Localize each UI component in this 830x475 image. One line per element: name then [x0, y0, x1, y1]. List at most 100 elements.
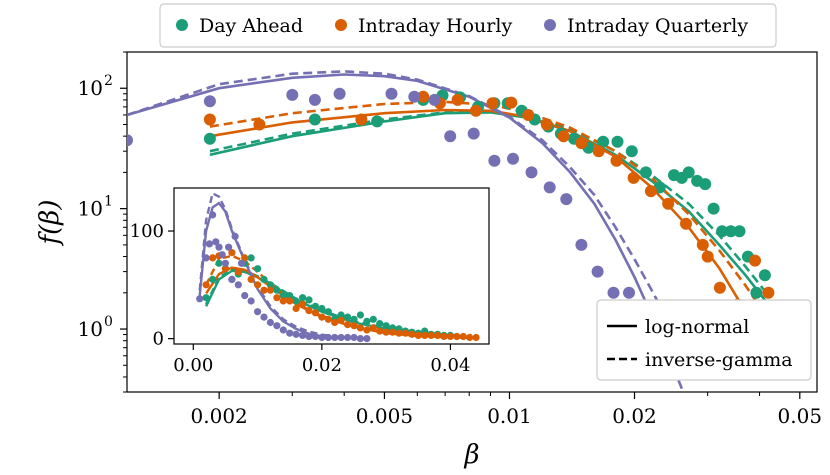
- inset-point-day-ahead: [337, 311, 345, 319]
- inset-point-intraday-quarterly: [218, 251, 226, 259]
- inset-point-intraday-quarterly: [331, 333, 339, 342]
- inset-point-day-ahead: [273, 286, 281, 294]
- point-intraday-quarterly: [408, 90, 421, 103]
- inset-point-intraday-quarterly: [254, 308, 262, 316]
- point-intraday-quarterly: [333, 87, 346, 100]
- point-intraday-quarterly: [591, 265, 604, 278]
- inset-point-day-ahead: [311, 302, 319, 310]
- y-tick-label: 10: [78, 76, 103, 100]
- inset-point-day-ahead: [344, 313, 352, 321]
- inset-point-intraday-hourly: [356, 324, 364, 332]
- legend-label-intraday-hourly: Intraday Hourly: [358, 15, 512, 37]
- inset-point-intraday-hourly: [395, 329, 403, 337]
- y-tick-label: 10: [78, 197, 103, 221]
- inset-point-day-ahead: [305, 296, 313, 304]
- series-legend-box: [159, 3, 777, 48]
- x-tick-label: 0.005: [356, 404, 413, 428]
- point-intraday-hourly: [355, 113, 368, 126]
- inset-point-intraday-hourly: [279, 297, 287, 305]
- inset-point-intraday-hourly: [376, 327, 384, 335]
- inset-point-intraday-hourly: [260, 286, 268, 294]
- inset-point-day-ahead: [318, 304, 326, 313]
- point-day-ahead: [758, 269, 771, 282]
- inset-point-intraday-hourly: [292, 304, 300, 313]
- inset-point-day-ahead: [202, 294, 210, 302]
- legend-label-lognormal: log-normal: [645, 316, 749, 338]
- inset-point-day-ahead: [247, 254, 255, 262]
- point-intraday-quarterly: [286, 88, 299, 101]
- inset-point-intraday-quarterly: [318, 333, 326, 342]
- inset-point-day-ahead: [376, 320, 384, 328]
- point-intraday-hourly: [557, 130, 570, 143]
- inset-point-intraday-hourly: [369, 324, 377, 332]
- point-intraday-hourly: [696, 238, 709, 251]
- point-day-ahead: [707, 202, 720, 215]
- inset-y-tick-label: 0: [153, 329, 164, 350]
- inset-point-intraday-quarterly: [231, 232, 239, 240]
- point-intraday-hourly: [253, 118, 266, 131]
- series-legend: Day Ahead Intraday Hourly Intraday Quart…: [159, 3, 777, 48]
- point-day-ahead: [371, 115, 384, 128]
- inset-point-intraday-quarterly: [344, 333, 352, 342]
- inset-plot-area: [196, 191, 480, 343]
- point-intraday-quarterly: [607, 286, 620, 299]
- inset-point-intraday-hourly: [209, 254, 217, 262]
- inset-point-intraday-hourly: [273, 294, 281, 302]
- point-intraday-quarterly: [623, 286, 635, 299]
- inset-point-intraday-hourly: [202, 281, 210, 289]
- point-intraday-hourly: [203, 113, 216, 126]
- legend-label-day-ahead: Day Ahead: [199, 15, 303, 37]
- inset-point-day-ahead: [363, 317, 371, 325]
- inset-point-intraday-quarterly: [202, 254, 210, 262]
- point-day-ahead: [699, 178, 712, 191]
- inset-point-intraday-hourly: [311, 309, 319, 317]
- inset-point-intraday-hourly: [266, 286, 274, 294]
- point-day-ahead: [611, 135, 624, 148]
- inset-point-intraday-quarterly: [273, 322, 281, 330]
- inset-point-intraday-quarterly: [221, 259, 229, 267]
- inset-point-intraday-quarterly: [363, 335, 371, 343]
- inset-point-intraday-quarterly: [215, 243, 223, 251]
- inset-x-tick-label: 0.04: [430, 355, 470, 376]
- inset-point-intraday-hourly: [228, 249, 236, 257]
- point-intraday-quarterly: [385, 87, 398, 100]
- x-tick-label: 0.01: [487, 404, 532, 428]
- point-day-ahead: [203, 132, 216, 145]
- inset-point-intraday-quarterly: [324, 333, 332, 342]
- inset-point-intraday-quarterly: [225, 243, 233, 251]
- inset-point-intraday-hourly: [318, 313, 326, 321]
- point-day-ahead: [724, 225, 737, 238]
- inset-point-day-ahead: [286, 292, 294, 300]
- inset-x-tick-label: 0.02: [302, 355, 342, 376]
- point-intraday-hourly: [680, 217, 692, 230]
- fit-legend-box: [596, 299, 812, 381]
- y-tick-exponent: 2: [104, 73, 113, 89]
- inset-point-intraday-hourly: [382, 328, 390, 336]
- inset-point-intraday-quarterly: [241, 292, 249, 300]
- inset-point-intraday-hourly: [305, 307, 313, 315]
- inset-point-intraday-hourly: [331, 318, 339, 327]
- inset-point-day-ahead: [350, 315, 358, 323]
- inset-point-intraday-quarterly: [260, 313, 268, 321]
- legend-marker-day-ahead: [176, 19, 188, 31]
- point-day-ahead: [597, 135, 610, 148]
- inset-point-intraday-hourly: [299, 300, 307, 308]
- point-intraday-hourly: [505, 96, 518, 109]
- inset-point-intraday-quarterly: [247, 297, 255, 305]
- point-intraday-hourly: [469, 104, 482, 117]
- inset-point-intraday-hourly: [427, 331, 435, 339]
- inset-axis-ticks: 0.00 0.02 0.04 0 100: [130, 221, 471, 376]
- point-intraday-hourly: [451, 93, 464, 106]
- point-day-ahead: [682, 166, 695, 179]
- inset-point-day-ahead: [260, 275, 268, 283]
- y-tick-exponent: 1: [104, 194, 113, 210]
- inset-point-intraday-quarterly: [292, 330, 300, 338]
- inset-point-intraday-quarterly: [196, 295, 204, 303]
- point-day-ahead: [639, 166, 652, 179]
- legend-label-intraday-quarterly: Intraday Quarterly: [567, 15, 748, 37]
- inset-point-intraday-hourly: [247, 275, 255, 283]
- point-day-ahead: [716, 225, 729, 238]
- legend-marker-intraday-quarterly: [544, 19, 556, 31]
- point-intraday-quarterly: [428, 93, 441, 106]
- point-intraday-quarterly: [308, 93, 321, 106]
